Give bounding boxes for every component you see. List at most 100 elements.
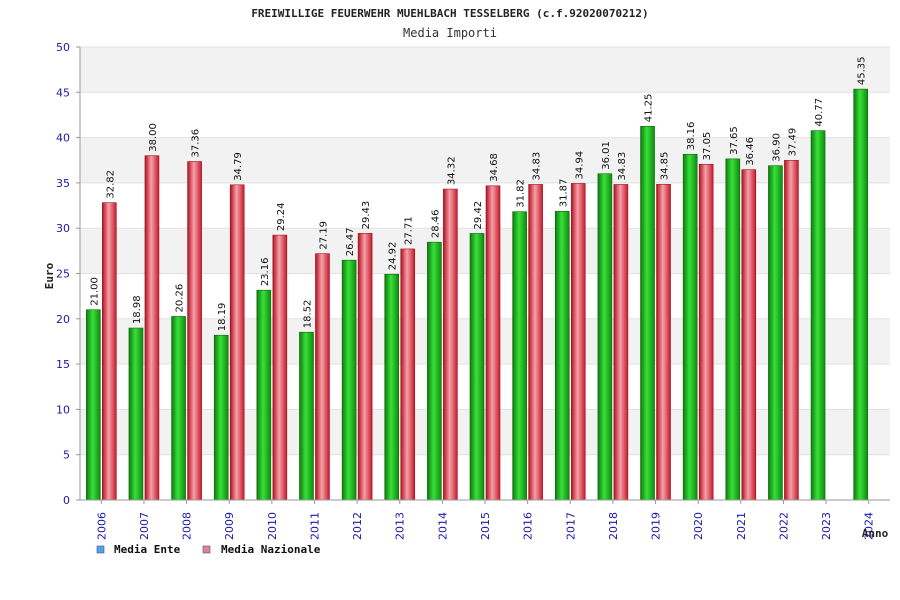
- bar-media-nazionale: [698, 164, 714, 501]
- data-label: 36.01: [601, 141, 612, 170]
- y-axis-label: Euro: [43, 262, 56, 289]
- bar-media-nazionale: [528, 184, 543, 501]
- x-tick-label: 2008: [181, 512, 194, 540]
- data-label: 32.82: [105, 170, 116, 199]
- bar-media-nazionale: [187, 161, 202, 501]
- bar-media-nazionale: [229, 184, 245, 501]
- data-label: 38.00: [148, 123, 159, 152]
- y-tick-label: 30: [56, 222, 70, 235]
- data-label: 23.16: [260, 258, 271, 287]
- bar-media-ente: [341, 259, 357, 501]
- y-axis: 0 5 10 15 20 25 30 35 40 45 50: [56, 41, 81, 507]
- data-label: 27.71: [404, 216, 415, 245]
- bar-media-ente: [171, 316, 186, 501]
- data-label: 34.79: [233, 152, 244, 181]
- legend-label-media-nazionale: Media Nazionale: [221, 543, 321, 556]
- x-tick-label: 2007: [138, 512, 151, 540]
- data-label: 29.24: [276, 202, 287, 231]
- data-label: 29.42: [473, 201, 484, 230]
- x-tick-label: 2019: [650, 512, 663, 540]
- legend: Media Ente Media Nazionale: [96, 543, 321, 556]
- chart-subtitle: Media Importi: [403, 26, 497, 40]
- bar-media-nazionale: [656, 183, 671, 501]
- x-tick-label: 2023: [820, 512, 833, 540]
- bar-media-nazionale: [272, 234, 288, 501]
- data-label: 37.05: [702, 132, 713, 161]
- bar-media-ente: [128, 327, 144, 501]
- bar-media-ente: [853, 88, 868, 501]
- bar-media-ente: [427, 241, 442, 501]
- bar-media-nazionale: [357, 233, 373, 501]
- bar-media-ente: [256, 289, 272, 501]
- data-label: 18.19: [217, 303, 228, 332]
- y-tick-label: 0: [63, 494, 70, 507]
- x-tick-label: 2022: [777, 512, 790, 540]
- data-label: 37.49: [787, 128, 798, 157]
- bar-media-ente: [469, 233, 485, 501]
- data-label: 41.25: [644, 94, 655, 123]
- legend-swatch-media-ente: [96, 545, 105, 554]
- plot-band: [80, 92, 890, 138]
- x-tick-label: 2014: [436, 512, 449, 540]
- data-label: 34.94: [574, 151, 585, 180]
- bar-media-ente: [384, 273, 400, 501]
- data-label: 20.26: [175, 284, 186, 313]
- bar-media-ente: [640, 125, 655, 501]
- x-tick-label: 2013: [394, 512, 407, 540]
- bar-media-nazionale: [570, 183, 586, 501]
- y-tick-label: 40: [56, 132, 70, 145]
- bar-media-ente: [810, 130, 826, 501]
- bar-media-ente: [213, 334, 229, 501]
- chart-title: FREIWILLIGE FEUERWEHR MUEHLBACH TESSELBE…: [251, 7, 648, 20]
- x-axis: 2006 2007 2008 2009 2010 2011 2012 2013 2014 2015…: [80, 499, 890, 540]
- data-label: 34.85: [660, 152, 671, 181]
- x-tick-label: 2009: [223, 512, 236, 540]
- y-tick-label: 50: [56, 41, 70, 54]
- data-label: 38.16: [686, 122, 697, 151]
- bar-media-ente: [725, 158, 741, 501]
- y-tick-label: 15: [56, 358, 70, 371]
- bar-media-nazionale: [144, 155, 160, 501]
- bar-media-nazionale: [315, 253, 330, 501]
- data-label: 21.00: [89, 277, 100, 306]
- data-label: 18.98: [132, 295, 143, 324]
- data-label: 26.47: [345, 228, 356, 257]
- y-tick-label: 20: [56, 313, 70, 326]
- x-tick-label: 2017: [564, 512, 577, 540]
- data-label: 36.46: [745, 137, 756, 166]
- x-tick-label: 2010: [266, 512, 279, 540]
- data-label: 34.83: [617, 152, 628, 181]
- bar-media-nazionale: [400, 248, 416, 501]
- x-tick-label: 2021: [735, 512, 748, 540]
- x-tick-label: 2011: [308, 512, 321, 540]
- bar-media-ente: [554, 210, 570, 501]
- bar-media-nazionale: [741, 169, 757, 501]
- data-label: 37.36: [191, 129, 202, 158]
- x-tick-label: 2024: [863, 512, 876, 540]
- bar-media-nazionale: [784, 160, 799, 501]
- bar-media-ente: [768, 165, 783, 501]
- y-tick-label: 45: [56, 86, 70, 99]
- data-label: 34.32: [446, 156, 457, 185]
- bar-media-nazionale: [485, 185, 501, 501]
- x-tick-label: 2015: [479, 512, 492, 540]
- bar-media-nazionale: [613, 184, 629, 501]
- bar-media-ente: [597, 173, 613, 501]
- data-label: 36.90: [771, 133, 782, 162]
- data-label: 31.82: [516, 179, 527, 208]
- x-axis-label: Anno: [862, 527, 889, 540]
- bar-media-ente: [512, 211, 527, 501]
- legend-label-media-ente: Media Ente: [114, 543, 181, 556]
- x-tick-label: 2020: [692, 512, 705, 540]
- data-label: 40.77: [814, 98, 825, 127]
- bar-media-ente: [86, 309, 101, 501]
- y-tick-label: 35: [56, 177, 70, 190]
- x-tick-label: 2018: [607, 512, 620, 540]
- data-label: 37.65: [729, 126, 740, 155]
- x-tick-label: 2012: [351, 512, 364, 540]
- bars-group: 21.00 32.82 18.98 38.00 20.26 37.36 18.19 34.79…: [86, 56, 868, 501]
- y-tick-label: 5: [63, 449, 70, 462]
- x-tick-label: 2016: [522, 512, 535, 540]
- x-tick-label: 2006: [95, 512, 108, 540]
